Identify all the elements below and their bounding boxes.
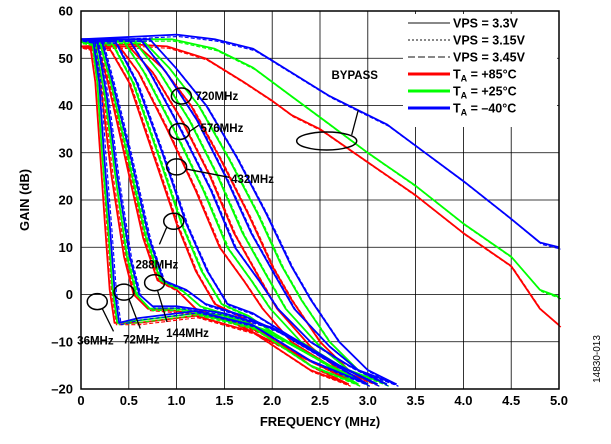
curve-40-c-bypass-vps-variant [82,35,562,250]
leader-144mhz [156,290,168,323]
curve-85-c-720mhz-vps-variant [82,47,380,387]
curve-40-c-576mhz-vps-3-3v [81,38,397,386]
x-tick-label: 0 [77,393,84,408]
ellipse-288mhz [162,212,185,231]
leader-576mhz [189,124,199,133]
annotation-432mhz: 432MHz [231,174,274,186]
y-tick-label: 40 [59,98,73,113]
plot-frame [80,10,560,390]
annotation-36mhz: 36MHz [77,335,114,347]
ellipse-bypass [295,131,358,151]
curve-40-c-576mhz-vps-variant [82,40,399,387]
x-tick-label: 1.5 [215,393,233,408]
annotation-576mhz: 576MHz [201,123,244,135]
curve-85-c-144mhz-vps-variant [82,47,361,387]
x-tick-label: 2.5 [311,393,329,408]
ellipse-720mhz [170,87,193,105]
y-tick-label: 10 [59,240,73,255]
curve-25-c-288mhz-vps-variant [82,43,370,387]
curve-25-c-bypass-vps-variant [82,40,562,300]
leader-288mhz [158,227,168,245]
x-tick-label: 3.0 [359,393,377,408]
annotation-720mhz: 720MHz [195,91,238,103]
x-tick-label: 3.5 [407,393,425,408]
curve-40-c-36mhz-vps-3-3v [80,38,369,386]
x-tick-label: 1.0 [168,393,186,408]
curve-85-c-bypass-vps-3-3v [80,43,560,326]
legend-label-vps-3-45v: VPS = 3.45V [453,51,526,65]
curve-25-c-576mhz-vps-variant [82,43,389,387]
gain-curves [80,33,562,387]
legend: VPS = 3.3V VPS = 3.15V VPS = 3.45V TA = +85… [403,14,557,127]
ellipse-432mhz [165,158,188,176]
curve-40-c-720mhz-vps-3-3v [81,38,397,386]
x-axis-label: FREQUENCY (MHz) [260,414,380,429]
legend-label-vps-3-3v: VPS = 3.3V [453,17,519,31]
x-tick-label: 4.5 [502,393,520,408]
annotations: 720MHz 576MHz 432MHz 288MHz 144MHz 72MHz 36MHz… [77,70,378,348]
y-tick-label: –10 [51,334,73,349]
x-tick-label: 2.0 [263,393,281,408]
leader-36mhz [101,308,115,332]
curve-85-c-bypass-vps-variant [82,45,562,328]
x-tick-label: 4.0 [454,393,472,408]
curve-25-c-288mhz-vps-3-3v [80,40,369,386]
legend-label-vps-3-15v: VPS = 3.15V [453,34,526,48]
ellipse-72mhz [113,283,135,301]
annotation-288mhz: 288MHz [135,259,178,271]
legend-label-ta40-c: TA = –40°C [453,102,516,118]
curve-40-c-432mhz-vps-variant [82,40,390,387]
curve-40-c-720mhz-vps-variant [82,40,399,387]
y-tick-label: 60 [59,4,73,19]
legend-label-ta85-c: TA = +85°C [453,68,517,84]
curve-40-c-36mhz-vps-variant [82,40,370,387]
curve-40-c-288mhz-vps-variant [82,40,380,387]
ellipse-36mhz [86,292,109,311]
y-tick-label: 30 [59,145,73,160]
ellipse-144mhz [143,273,166,292]
curve-85-c-288mhz-vps-3-3v [80,45,359,386]
annotation-72mhz: 72MHz [123,334,160,346]
y-tick-label: 50 [59,51,73,66]
leader-432mhz [185,168,230,178]
curve-85-c-72mhz-vps-variant [82,47,351,387]
leader-72mhz [128,298,141,329]
y-tick-label: –20 [51,382,73,397]
annotation-bypass: BYPASS [331,70,378,82]
x-tick-label: 0.5 [120,393,138,408]
annotation-144mhz: 144MHz [166,328,209,340]
y-tick-label: 0 [66,287,73,302]
figure-code: 14830-013 [592,335,603,383]
y-axis-label: GAIN (dB) [17,169,32,231]
curve-40-c-288mhz-vps-3-3v [80,38,378,386]
x-tick-label: 5.0 [550,393,568,408]
legend-label-ta25-c: TA = +25°C [453,85,517,101]
curve-85-c-288mhz-vps-variant [82,47,361,387]
tick-labels: 0 0.5 1.0 1.5 2.0 2.5 3.0 3.5 4.0 4.5 5.0 –20 –10 0 10… [51,4,568,409]
curve-25-c-720mhz-vps-variant [82,43,390,387]
leader-bypass [351,110,359,136]
y-tick-label: 20 [59,193,73,208]
